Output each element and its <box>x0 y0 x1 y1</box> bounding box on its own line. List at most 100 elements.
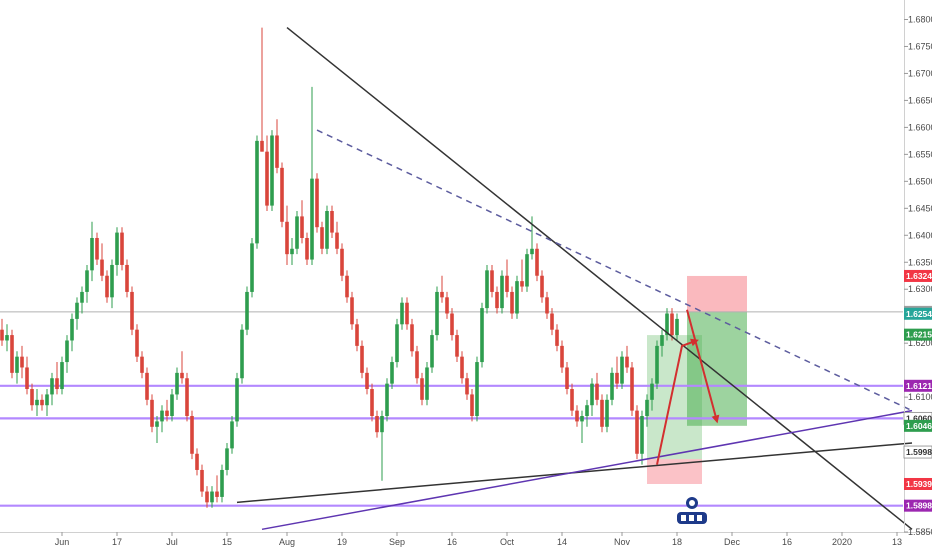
candle-body <box>70 318 74 341</box>
candle <box>265 135 269 212</box>
candle-body <box>155 421 159 427</box>
candle-body <box>175 372 179 395</box>
candle <box>555 324 559 352</box>
x-tick-label: 18 <box>672 537 682 547</box>
candle <box>200 464 204 497</box>
candle <box>505 259 509 298</box>
price-label: 1.59982 <box>903 445 932 459</box>
candle <box>480 302 484 368</box>
candle-body <box>75 302 79 319</box>
candle <box>535 243 539 282</box>
candle <box>120 227 124 271</box>
candle-body <box>405 302 409 325</box>
candle-body <box>205 491 209 503</box>
candle <box>300 200 304 244</box>
candle <box>320 221 324 255</box>
candle-body <box>605 399 609 427</box>
candle <box>115 227 119 276</box>
candle-body <box>85 270 89 292</box>
x-tick-label: Sep <box>389 537 405 547</box>
candle-body <box>435 291 439 336</box>
y-tick-label: 1.61000 <box>908 392 932 402</box>
price-label-text: 1.60468 <box>906 421 932 431</box>
price-labels: 1.632461.625801.625451.621581.612101.606… <box>903 269 932 512</box>
price-label-text: 1.61210 <box>906 381 932 391</box>
candle <box>415 345 419 384</box>
candle <box>85 264 89 303</box>
candle-body <box>130 291 134 330</box>
candle <box>230 416 234 454</box>
candle-body <box>495 291 499 309</box>
x-tick-label: 15 <box>222 537 232 547</box>
candle-body <box>140 356 144 373</box>
candle-body <box>45 394 49 406</box>
candle <box>50 372 54 406</box>
candle-body <box>400 302 404 325</box>
price-label-box <box>904 477 932 490</box>
candle-body <box>325 211 329 249</box>
candle-body <box>65 340 69 363</box>
candle <box>20 345 24 379</box>
price-label-box <box>904 419 932 432</box>
candle-body <box>15 356 19 373</box>
candle-body <box>320 227 324 249</box>
x-tick-label: Oct <box>500 537 515 547</box>
candle-body <box>370 389 374 417</box>
candle <box>605 394 609 433</box>
candlesticks <box>0 27 679 508</box>
candle-body <box>115 232 119 265</box>
candle <box>155 416 159 443</box>
candle-body <box>490 270 494 292</box>
candle <box>465 372 469 400</box>
candle-body <box>330 211 334 233</box>
candle-body <box>525 254 529 287</box>
candle <box>280 162 284 228</box>
candle-body <box>310 178 314 260</box>
y-tick-label: 1.65500 <box>908 149 932 159</box>
candle <box>435 286 439 341</box>
candle-body <box>550 313 554 330</box>
candle-body <box>225 448 229 470</box>
candle-body <box>30 389 34 406</box>
candle-body <box>465 378 469 395</box>
candle <box>635 405 639 460</box>
candle <box>35 389 39 417</box>
candle-body <box>0 329 4 341</box>
y-tick-label: 1.64000 <box>908 230 932 240</box>
candle-body <box>470 394 474 417</box>
candle <box>275 119 279 174</box>
candle-body <box>60 362 64 390</box>
candle-body <box>20 356 24 368</box>
candle <box>250 237 254 298</box>
price-label: 1.62158 <box>904 328 932 341</box>
candle <box>295 211 299 255</box>
candle <box>245 286 249 336</box>
candle-body <box>280 167 284 222</box>
candle <box>210 486 214 508</box>
candle-body <box>480 308 484 363</box>
red-arrow-0 <box>656 338 699 465</box>
axes <box>0 0 932 533</box>
candle-body <box>120 232 124 265</box>
candle-body <box>390 362 394 384</box>
y-tick-label: 1.68000 <box>908 14 932 24</box>
candle <box>55 362 59 395</box>
candle <box>575 405 579 427</box>
candle-body <box>315 178 319 228</box>
y-tick-label: 1.58500 <box>908 527 932 537</box>
candle-body <box>380 416 384 433</box>
candle <box>620 351 624 390</box>
candle <box>0 318 4 346</box>
candle <box>485 264 489 314</box>
candle-body <box>250 243 254 292</box>
price-label: 1.61210 <box>904 379 932 392</box>
candle-body <box>40 399 44 406</box>
candle <box>240 324 244 384</box>
y-tick-label: 1.63500 <box>908 257 932 267</box>
candle <box>220 464 224 503</box>
candle-body <box>415 351 419 379</box>
candle <box>490 264 494 298</box>
candle <box>500 270 504 314</box>
price-label-text: 1.62545 <box>906 309 932 319</box>
